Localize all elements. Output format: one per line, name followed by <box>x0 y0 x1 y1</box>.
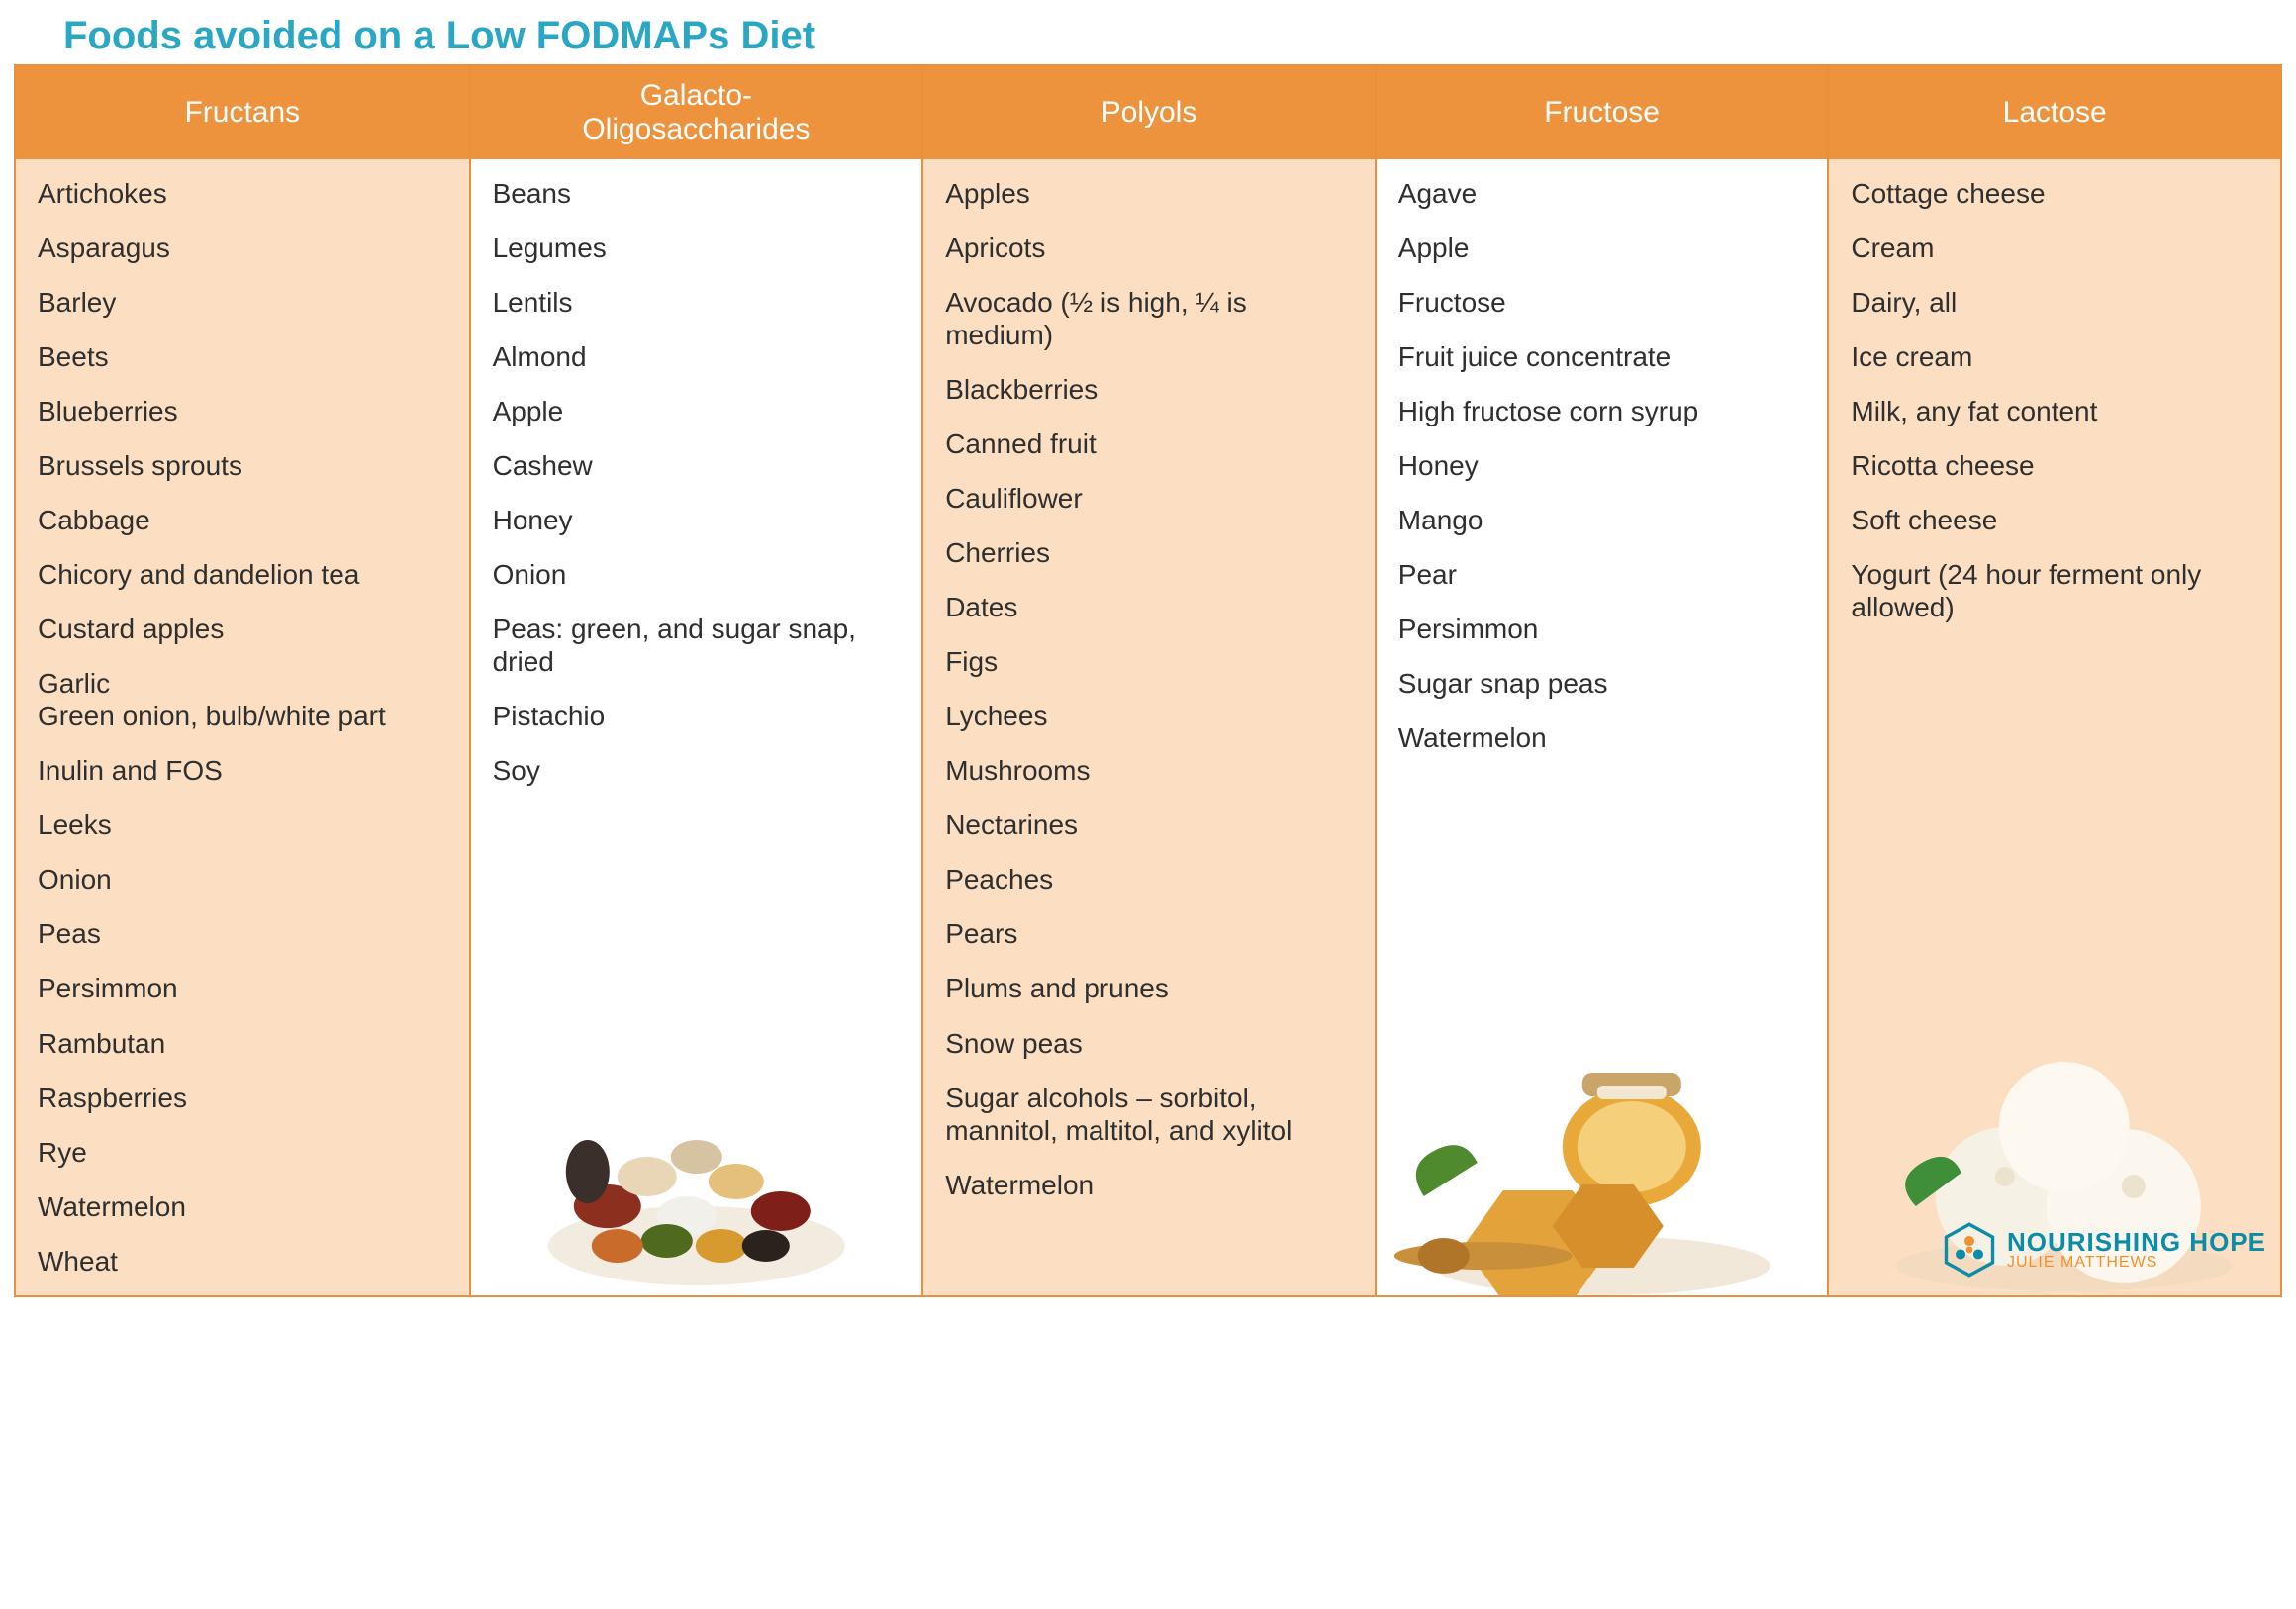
logo-hexagon-icon <box>1942 1222 1997 1278</box>
list-item: Pistachio <box>493 700 905 732</box>
food-list: Cottage cheese Cream Dairy, all Ice cream Mi… <box>1851 177 2262 623</box>
list-item: Apple <box>493 395 905 427</box>
food-list: Beans Legumes Lentils Almond Apple Cashew Hone… <box>493 177 905 787</box>
list-item: Leeks <box>38 808 451 841</box>
column-body: Agave Apple Fructose Fruit juice concentrat… <box>1375 159 1828 1295</box>
list-item: Apples <box>945 177 1357 210</box>
brand-logo: NOURISHING HOPE JULIE MATTHEWS <box>1942 1222 2266 1278</box>
list-item: Lychees <box>945 700 1357 732</box>
list-item: Persimmon <box>1398 613 1810 645</box>
food-list: Agave Apple Fructose Fruit juice concentrat… <box>1398 177 1810 754</box>
list-item: Brussels sprouts <box>38 449 451 482</box>
list-item: Watermelon <box>1398 721 1810 754</box>
list-item: Cream <box>1851 232 2262 264</box>
column-header: Fructose <box>1375 66 1828 159</box>
column-body: Beans Legumes Lentils Almond Apple Cashew Hone… <box>469 159 922 1295</box>
list-item: Watermelon <box>945 1169 1357 1201</box>
list-item: Honey <box>493 504 905 536</box>
list-item: Cauliflower <box>945 482 1357 515</box>
beans-illustration <box>471 998 922 1295</box>
list-item: Blackberries <box>945 373 1357 406</box>
column-header: Galacto- Oligosaccharides <box>469 66 922 159</box>
list-item: Dairy, all <box>1851 286 2262 319</box>
list-item: Milk, any fat content <box>1851 395 2262 427</box>
list-item: Onion <box>493 558 905 591</box>
list-item: Nectarines <box>945 808 1357 841</box>
list-item: Persimmon <box>38 972 451 1004</box>
list-item: Asparagus <box>38 232 451 264</box>
list-item: Avocado (½ is high, ¼ is medium) <box>945 286 1357 351</box>
list-item: Cashew <box>493 449 905 482</box>
list-item: Soy <box>493 754 905 787</box>
list-item: Legumes <box>493 232 905 264</box>
list-item: Beans <box>493 177 905 210</box>
list-item: Figs <box>945 645 1357 678</box>
list-item: Peaches <box>945 863 1357 896</box>
list-item: Barley <box>38 286 451 319</box>
list-item: Lentils <box>493 286 905 319</box>
list-item: Rye <box>38 1136 451 1169</box>
list-item: Watermelon <box>38 1190 451 1223</box>
list-item: Cherries <box>945 536 1357 569</box>
list-item: Plums and prunes <box>945 972 1357 1004</box>
list-item: Snow peas <box>945 1027 1357 1060</box>
logo-title: NOURISHING HOPE <box>2007 1229 2266 1255</box>
list-item: Ricotta cheese <box>1851 449 2262 482</box>
list-item: Soft cheese <box>1851 504 2262 536</box>
column-body: Cottage cheese Cream Dairy, all Ice cream Mi… <box>1827 159 2280 1295</box>
list-item: Sugar alcohols – sorbitol, mannitol, mal… <box>945 1082 1357 1147</box>
fodmap-table: FructansGalacto- OligosaccharidesPolyols… <box>14 64 2282 1297</box>
page-title: Foods avoided on a Low FODMAPs Diet <box>63 14 2282 58</box>
column-header: Polyols <box>921 66 1375 159</box>
list-item: Pear <box>1398 558 1810 591</box>
list-item: Wheat <box>38 1245 451 1278</box>
list-item: Pears <box>945 917 1357 950</box>
list-item: Chicory and dandelion tea <box>38 558 451 591</box>
list-item: Raspberries <box>38 1082 451 1114</box>
logo-subtitle: JULIE MATTHEWS <box>2007 1255 2266 1271</box>
list-item: Fructose <box>1398 286 1810 319</box>
list-item: Apricots <box>945 232 1357 264</box>
list-item: Honey <box>1398 449 1810 482</box>
column-body: Apples Apricots Avocado (½ is high, ¼ is m… <box>921 159 1375 1295</box>
list-item: Canned fruit <box>945 427 1357 460</box>
list-item: Rambutan <box>38 1027 451 1060</box>
list-item: Dates <box>945 591 1357 623</box>
list-item: Cottage cheese <box>1851 177 2262 210</box>
list-item: Cabbage <box>38 504 451 536</box>
list-item: Sugar snap peas <box>1398 667 1810 700</box>
list-item: Agave <box>1398 177 1810 210</box>
list-item: Blueberries <box>38 395 451 427</box>
honey-illustration <box>1377 998 1828 1295</box>
list-item: Almond <box>493 340 905 373</box>
list-item: Beets <box>38 340 451 373</box>
list-item: Peas <box>38 917 451 950</box>
list-item: Custard apples <box>38 613 451 645</box>
list-item: Yogurt (24 hour ferment only allowed) <box>1851 558 2262 623</box>
column-header: Fructans <box>16 66 469 159</box>
list-item: Mushrooms <box>945 754 1357 787</box>
list-item: High fructose corn syrup <box>1398 395 1810 427</box>
list-item: Onion <box>38 863 451 896</box>
list-item: Fruit juice concentrate <box>1398 340 1810 373</box>
food-list: Apples Apricots Avocado (½ is high, ¼ is m… <box>945 177 1357 1201</box>
food-list: Artichokes Asparagus Barley Beets Blueberrie… <box>38 177 451 1278</box>
list-item: Mango <box>1398 504 1810 536</box>
column-body: Artichokes Asparagus Barley Beets Blueberrie… <box>16 159 469 1295</box>
list-item: Inulin and FOS <box>38 754 451 787</box>
list-item: Ice cream <box>1851 340 2262 373</box>
column-header: Lactose <box>1827 66 2280 159</box>
list-item: Artichokes <box>38 177 451 210</box>
list-item: Peas: green, and sugar snap, dried <box>493 613 905 678</box>
list-item: Garlic Green onion, bulb/white part <box>38 667 451 732</box>
list-item: Apple <box>1398 232 1810 264</box>
